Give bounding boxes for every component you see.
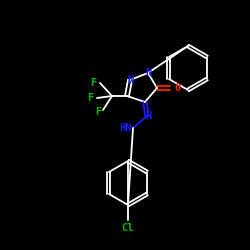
Text: N: N bbox=[146, 111, 152, 121]
Text: N: N bbox=[145, 68, 151, 78]
Text: O: O bbox=[175, 83, 181, 93]
Text: F: F bbox=[87, 93, 93, 103]
Text: HN: HN bbox=[120, 123, 132, 133]
Text: F: F bbox=[95, 107, 101, 117]
Text: F: F bbox=[90, 78, 96, 88]
Text: Cl: Cl bbox=[122, 223, 134, 233]
Text: N: N bbox=[127, 75, 133, 85]
